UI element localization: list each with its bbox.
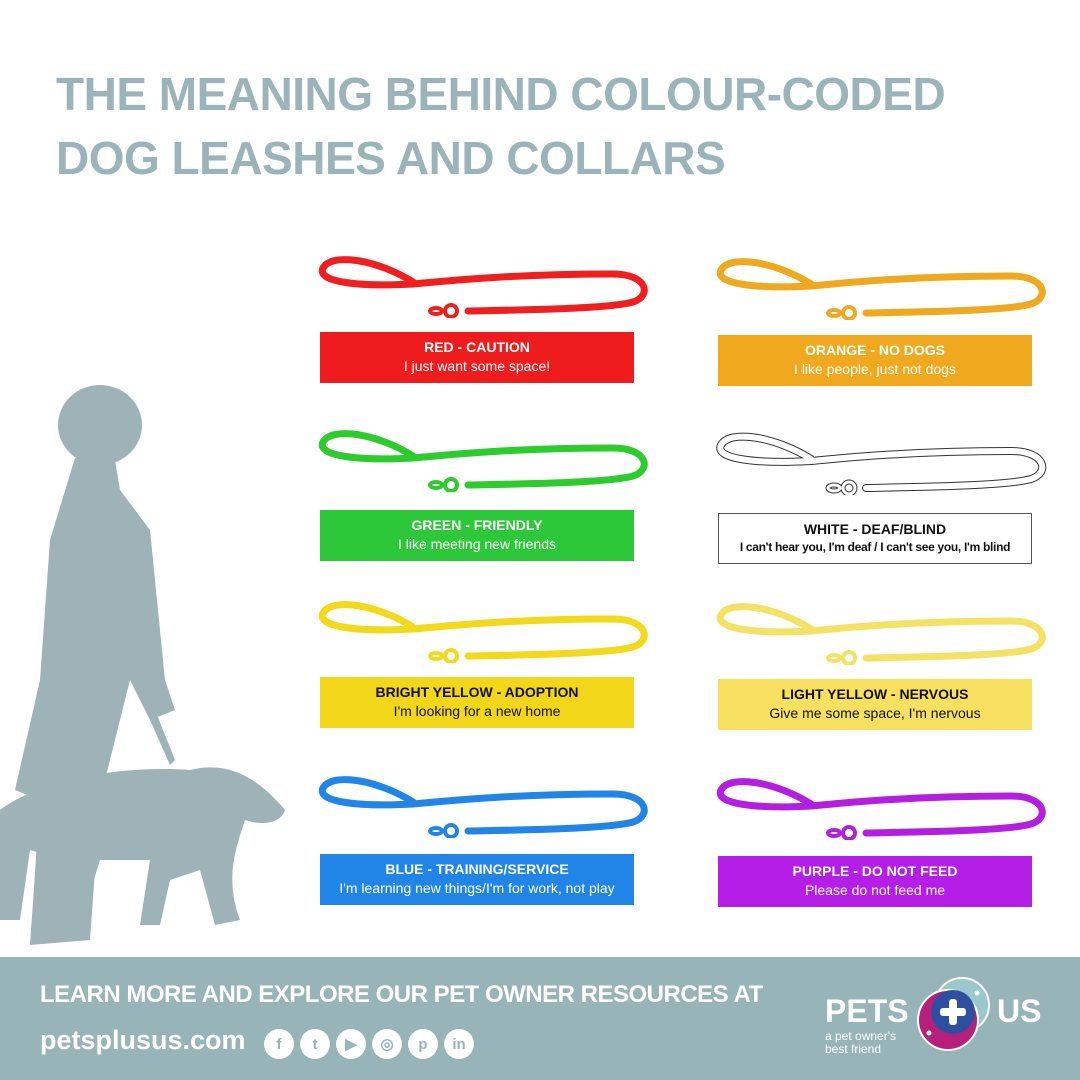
- meaning-heading: PURPLE - DO NOT FEED: [792, 863, 958, 879]
- leash-red-icon: [318, 256, 648, 318]
- meaning-heading: WHITE - DEAF/BLIND: [803, 521, 947, 537]
- meaning-heading: BLUE - TRAINING/SERVICE: [385, 861, 569, 877]
- leash-clasp: [443, 823, 459, 838]
- tagline-line-1: a pet owner's: [825, 1029, 896, 1043]
- leash-cord: [318, 256, 648, 315]
- leash-cord: [716, 603, 1046, 662]
- social-links: f t ▶ ◎ p in: [264, 1029, 474, 1059]
- pets-plus-us-logo: PETS US a pet owner's best friend: [825, 975, 1055, 1075]
- website-link[interactable]: petsplusus.com: [40, 1025, 246, 1055]
- leash-purple-icon: [716, 778, 1046, 840]
- pinterest-icon[interactable]: p: [408, 1029, 438, 1059]
- tagline-line-2: best friend: [825, 1042, 882, 1056]
- meaning-heading: RED - CAUTION: [424, 339, 530, 355]
- meaning-heading: BRIGHT YELLOW - ADOPTION: [375, 684, 579, 700]
- meaning-label: BLUE - TRAINING/SERVICE I'm learning new …: [320, 854, 634, 905]
- logo-text-us: US: [997, 993, 1042, 1029]
- meaning-description: I like people, just not dogs: [794, 361, 956, 377]
- meaning-heading: GREEN - FRIENDLY: [411, 517, 543, 533]
- meaning-heading: LIGHT YELLOW - NERVOUS: [781, 686, 969, 702]
- leash-hook: [826, 653, 842, 663]
- page-title: THE MEANING BEHIND COLOUR-CODED DOG LEAS…: [56, 62, 946, 190]
- leash-clasp: [443, 303, 459, 318]
- leash-bright-yellow-icon: [318, 601, 648, 663]
- title-line-2: DOG LEASHES AND COLLARS: [56, 132, 726, 184]
- meaning-description: I can't hear you, I'm deaf / I can't see…: [739, 540, 1011, 554]
- plus-circles-icon: [917, 977, 990, 1051]
- leash-clasp: [841, 480, 857, 495]
- meaning-description: Please do not feed me: [804, 882, 946, 898]
- meaning-description: I'm looking for a new home: [393, 703, 561, 719]
- title-line-1: THE MEANING BEHIND COLOUR-CODED: [56, 68, 946, 120]
- leash-white-icon: [716, 432, 1047, 495]
- leash-green-icon: [318, 430, 648, 492]
- leash-hook: [428, 826, 444, 836]
- leash-clasp: [443, 648, 459, 663]
- meaning-label: LIGHT YELLOW - NERVOUS Give me some space…: [718, 679, 1032, 730]
- leash-hook: [826, 828, 842, 838]
- meaning-label: ORANGE - NO DOGS I like people, just not …: [718, 335, 1032, 386]
- footer-banner: LEARN MORE AND EXPLORE OUR PET OWNER RES…: [0, 957, 1080, 1080]
- footer-cta: LEARN MORE AND EXPLORE OUR PET OWNER RES…: [40, 981, 763, 1008]
- leash-light-yellow-icon: [716, 603, 1046, 665]
- leash-hook: [428, 306, 444, 316]
- leash-blue-icon: [318, 776, 648, 838]
- leash-clasp: [443, 477, 459, 492]
- leash-clasp: [841, 825, 857, 840]
- leash-hook: [826, 308, 842, 318]
- meaning-label: GREEN - FRIENDLY I like meeting new frien…: [320, 510, 634, 561]
- meaning-heading: ORANGE - NO DOGS: [804, 342, 945, 358]
- leash-clasp: [841, 305, 857, 320]
- meaning-description: I just want some space!: [403, 358, 551, 374]
- instagram-icon[interactable]: ◎: [372, 1029, 402, 1059]
- leash-cord: [717, 433, 1046, 491]
- youtube-icon[interactable]: ▶: [336, 1029, 366, 1059]
- meaning-label: WHITE - DEAF/BLIND I can't hear you, I'm …: [718, 513, 1032, 564]
- meaning-description: I like meeting new friends: [398, 536, 556, 552]
- leash-cord: [318, 430, 648, 489]
- logo-tagline: a pet owner's best friend: [825, 1030, 896, 1056]
- logo-text-pets: PETS: [825, 993, 909, 1029]
- leash-hook: [826, 483, 842, 493]
- person-walking-dog-silhouette: [0, 385, 285, 945]
- meaning-label: RED - CAUTION I just want some space!: [320, 332, 634, 383]
- leash-cord: [716, 778, 1046, 837]
- leash-clasp: [841, 650, 857, 665]
- leash-cord: [318, 601, 648, 660]
- linkedin-icon[interactable]: in: [444, 1029, 474, 1059]
- leash-cord: [318, 776, 648, 835]
- leash-hook: [428, 651, 444, 661]
- meaning-label: BRIGHT YELLOW - ADOPTION I'm looking for …: [320, 677, 634, 728]
- meaning-label: PURPLE - DO NOT FEED Please do not feed m…: [718, 856, 1032, 907]
- twitter-icon[interactable]: t: [300, 1029, 330, 1059]
- leash-hook: [428, 480, 444, 490]
- leash-cord: [716, 258, 1046, 317]
- leash-orange-icon: [716, 258, 1046, 320]
- meaning-description: I'm learning new things/I'm for work, no…: [339, 880, 615, 896]
- facebook-icon[interactable]: f: [264, 1029, 294, 1059]
- meaning-description: Give me some space, I'm nervous: [769, 705, 981, 721]
